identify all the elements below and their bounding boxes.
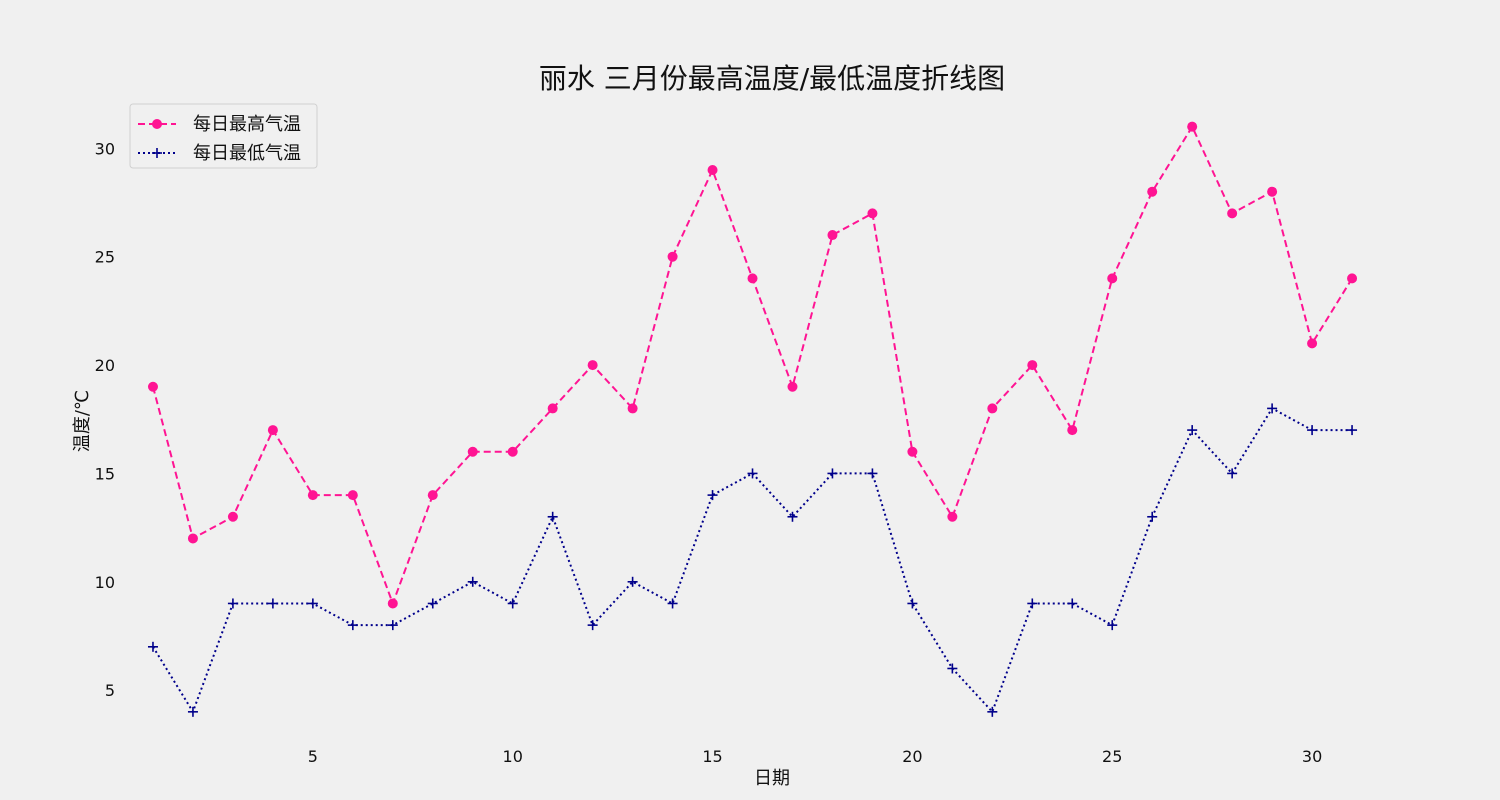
data-point [1107,620,1118,631]
data-point [147,381,158,392]
x-tick-label: 15 [702,747,722,766]
data-point [307,598,318,609]
data-point [627,403,638,414]
data-point [507,598,518,609]
data-point [1147,511,1158,522]
y-tick-label: 10 [95,573,115,592]
legend-marker [152,148,162,158]
data-point [1347,425,1358,436]
data-point [1027,360,1038,371]
y-tick-label: 5 [105,681,115,700]
data-point [867,468,878,479]
data-point [387,620,398,631]
data-point [147,641,158,652]
data-point [267,425,278,436]
data-point [1347,273,1358,284]
data-point [627,576,638,587]
x-tick-label: 30 [1302,747,1322,766]
data-point [1067,425,1078,436]
data-point [667,598,678,609]
data-point [787,511,798,522]
data-point [907,446,918,457]
data-point [667,251,678,262]
data-point [827,468,838,479]
data-point [1067,598,1078,609]
data-point [467,576,478,587]
data-point [1227,468,1238,479]
legend-label: 每日最低气温 [193,143,301,164]
data-point [587,620,598,631]
chart-title: 丽水 三月份最高温度/最低温度折线图 [539,62,1005,95]
y-tick-label: 20 [95,356,115,375]
legend-marker [152,119,162,129]
data-point [987,403,998,414]
data-point [1147,186,1158,197]
data-point [947,663,958,674]
data-point [1267,186,1278,197]
series-2 [147,403,1358,717]
data-point [187,533,198,544]
series-1 [147,121,1358,609]
data-point [707,490,718,501]
data-point [427,490,438,501]
data-point [1307,425,1318,436]
legend-item: 每日最高气温 [138,114,301,135]
data-point [387,598,398,609]
data-point [947,511,958,522]
data-point [1187,425,1198,436]
data-point [1267,403,1278,414]
data-point [867,208,878,219]
legend-box [129,103,318,169]
data-point [1107,273,1118,284]
data-point [707,165,718,176]
y-axis-label: 温度/℃ [72,390,93,452]
y-tick-label: 25 [95,248,115,267]
y-tick-label: 15 [95,464,115,483]
data-point [747,468,758,479]
data-point [1027,598,1038,609]
data-point [547,511,558,522]
data-point [587,360,598,371]
x-axis-label: 日期 [754,768,790,789]
x-tick-label: 10 [503,747,523,766]
series-line [152,407,1353,713]
data-point [187,706,198,717]
chart-marks [147,121,1358,717]
data-point [1227,208,1238,219]
data-point [267,598,278,609]
data-point [467,446,478,457]
x-tick-label: 25 [1102,747,1122,766]
data-point [747,273,758,284]
data-point [427,598,438,609]
data-point [347,620,358,631]
data-point [227,598,238,609]
series-line [152,125,1353,605]
data-point [787,381,798,392]
data-point [827,230,838,241]
data-point [227,511,238,522]
legend-label: 每日最高气温 [193,114,301,135]
x-tick-label: 5 [308,747,318,766]
data-point [907,598,918,609]
axis-ticks: 5 10 15 20 25 30 5 10 15 20 25 30 [95,139,1323,766]
legend-item: 每日最低气温 [138,143,301,164]
data-point [1187,121,1198,132]
data-point [987,706,998,717]
x-tick-label: 20 [902,747,922,766]
data-point [347,490,358,501]
data-point [547,403,558,414]
data-point [307,490,318,501]
y-tick-label: 30 [95,139,115,158]
data-point [1307,338,1318,349]
data-point [507,446,518,457]
